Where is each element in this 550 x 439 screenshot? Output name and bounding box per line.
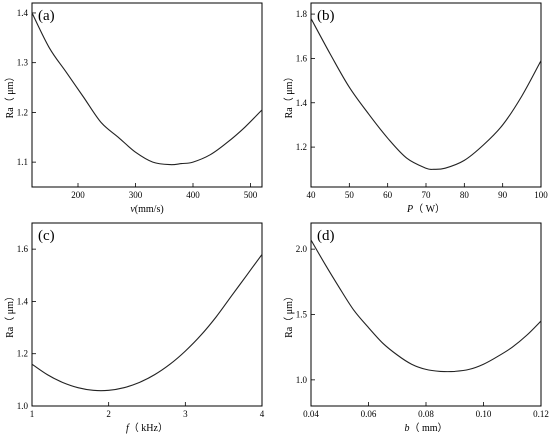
plot-frame-a [31,2,263,188]
x-tick-label-d: 0.12 [533,409,549,419]
x-axis-label-unit-c: （ kHz） [129,422,168,434]
y-axis-label-b: Ra（ μm） [283,72,295,119]
y-axis-label-c: Ra（ μm） [4,291,16,338]
x-axis-label-symbol-a: v [130,204,135,215]
x-tick-label-b: 50 [345,190,355,200]
plot-frame-c [31,222,263,407]
series-line-c [31,254,263,392]
x-axis-label-unit-b: （ W） [413,203,445,215]
y-tick-label-d: 2.0 [296,244,308,254]
x-tick-label-d: 0.10 [476,409,492,419]
x-tick-label-c: 4 [260,409,265,419]
x-tick-label-b: 90 [498,190,508,200]
y-tick-label-a: 1.2 [17,107,28,117]
x-tick-label-b: 60 [383,190,393,200]
x-tick-label-c: 2 [106,409,111,419]
y-axis-label-d: Ra（ μm） [283,291,295,338]
x-axis-label-unit-a: (mm/s) [135,204,164,215]
panel-label-c: (c) [38,228,55,244]
chart-panel-b: 40 50 60 70 80 90 100 1.2 1.4 1.6 1.8 (b) P（ W） Ra（ μ… [283,2,548,215]
plot-frame-b [310,2,542,188]
y-tick-label-c: 1.0 [17,401,29,411]
chart-panel-c: 1 2 3 4 1.0 1.2 1.4 1.6 (c) f（ kHz） Ra（ μm） [4,222,265,434]
x-tick-label-a: 500 [244,190,258,200]
x-tick-label-d: 0.08 [418,409,434,419]
y-tick-label-a: 1.1 [17,157,28,167]
x-tick-label-b: 40 [307,190,317,200]
x-tick-label-b: 100 [534,190,548,200]
series-line-b [310,18,542,170]
y-tick-label-b: 1.6 [296,53,308,63]
x-tick-label-b: 70 [422,190,432,200]
x-tick-label-c: 1 [30,409,35,419]
plot-frame-d [310,222,542,407]
x-axis-label-d: b（ mm） [404,422,447,434]
x-tick-label-b: 80 [460,190,470,200]
y-tick-label-d: 1.0 [296,375,308,385]
y-tick-label-a: 1.4 [17,8,29,18]
panel-label-a: (a) [38,8,55,24]
chart-panel-a: 200 300 400 500 1.1 1.2 1.3 1.4 (a) v(mm/s) Ra（ μm… [4,2,263,215]
x-axis-label-symbol-c: f [126,423,130,434]
x-axis-label-c: f（ kHz） [126,422,168,434]
x-axis-label-symbol-b: P [406,204,413,215]
x-axis-label-unit-d: （ mm） [409,422,447,434]
y-tick-label-c: 1.2 [17,349,28,359]
series-line-a [31,12,263,166]
y-tick-label-b: 1.4 [296,98,308,108]
chart-panel-d: 0.04 0.06 0.08 0.10 0.12 1.0 1.5 2.0 (d) b（ mm） Ra… [283,222,549,434]
x-tick-label-a: 400 [186,190,200,200]
panel-label-b: (b) [317,8,335,24]
y-tick-label-c: 1.6 [17,244,29,254]
x-tick-label-d: 0.06 [361,409,377,419]
y-tick-label-a: 1.3 [17,58,29,68]
y-tick-label-b: 1.8 [296,9,308,19]
x-tick-label-a: 200 [71,190,85,200]
x-axis-label-a: v(mm/s) [130,204,163,215]
x-tick-label-d: 0.04 [303,409,319,419]
y-tick-label-c: 1.4 [17,296,29,306]
panel-label-d: (d) [317,228,335,244]
x-tick-label-c: 3 [183,409,188,419]
y-tick-label-b: 1.2 [296,142,307,152]
x-axis-label-b: P（ W） [406,203,445,215]
y-axis-label-a: Ra（ μm） [4,72,16,119]
x-axis-label-symbol-d: b [404,423,409,434]
series-line-d [310,239,542,373]
x-tick-label-a: 300 [129,190,143,200]
y-tick-label-d: 1.5 [296,310,308,320]
